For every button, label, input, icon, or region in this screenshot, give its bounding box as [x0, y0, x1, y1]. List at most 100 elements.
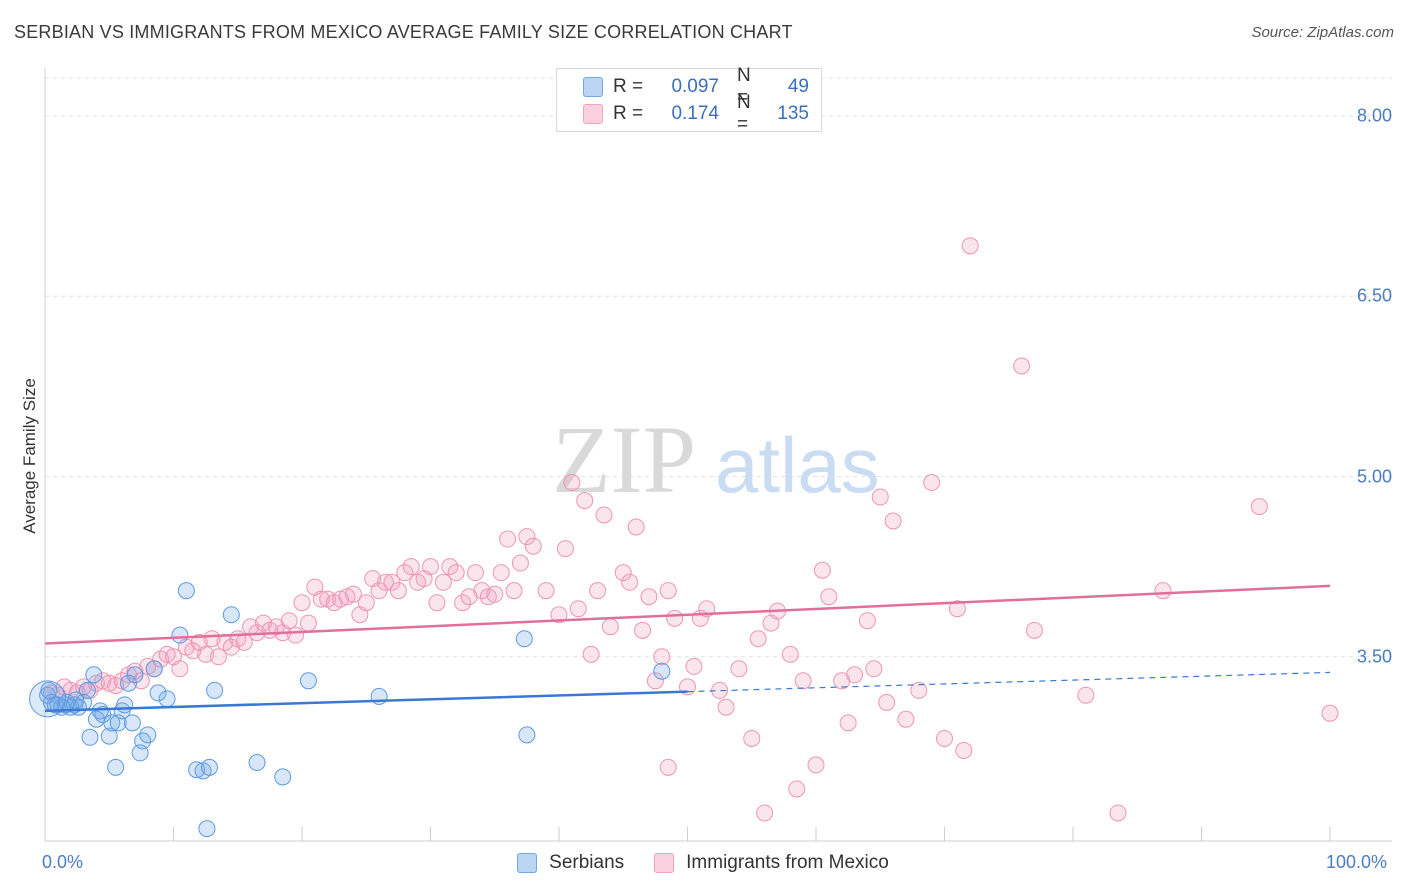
data-point [188, 761, 206, 779]
data-point [200, 758, 218, 776]
data-point [563, 474, 581, 492]
data-point [299, 672, 317, 690]
data-point [601, 618, 619, 636]
legend-row-serbians: R = 0.097 N = 49 [583, 65, 809, 108]
data-point [833, 672, 851, 690]
data-point [820, 588, 838, 606]
data-point [78, 681, 96, 699]
data-point [794, 672, 812, 690]
legend-n-label: N = [737, 65, 751, 108]
data-point [807, 756, 825, 774]
x-tick-max: 100.0% [1326, 852, 1388, 872]
data-point [293, 594, 311, 612]
data-point [865, 660, 883, 678]
watermark-zip: ZIP [552, 406, 696, 513]
data-point [434, 573, 452, 591]
data-point [441, 558, 459, 576]
data-point [280, 612, 298, 630]
data-point [299, 614, 317, 632]
data-point [788, 780, 806, 798]
data-point [145, 660, 163, 678]
data-point [184, 642, 202, 660]
y-tick-label: 5.00 [1356, 466, 1392, 487]
trend-line-serbians-extrapolated [687, 671, 1331, 693]
data-point [582, 645, 600, 663]
legend-r-label: R = [613, 103, 644, 124]
data-point [1109, 804, 1127, 822]
data-point [743, 729, 761, 747]
data-point [614, 564, 632, 582]
data-point [479, 588, 497, 606]
trend-line-mexico [44, 584, 1331, 645]
data-point [171, 626, 189, 644]
data-point [209, 648, 227, 666]
data-point [717, 698, 735, 716]
legend-row-mexico: R = 0.174 N = 135 [583, 92, 809, 135]
data-point [1077, 686, 1095, 704]
data-point [653, 648, 671, 666]
axes [44, 68, 1392, 842]
data-point [338, 588, 356, 606]
data-point [107, 758, 125, 776]
data-point [595, 506, 613, 524]
legend-swatch-serbians [583, 77, 603, 97]
series-swatch-mexico [654, 853, 675, 873]
data-point [646, 672, 664, 690]
data-point [123, 714, 141, 732]
data-point [839, 714, 857, 732]
data-point [1250, 498, 1268, 516]
series-label-serbians: Serbians [549, 852, 625, 873]
data-point [871, 488, 889, 506]
data-point [254, 614, 272, 632]
data-point [248, 754, 266, 772]
data-point [550, 606, 568, 624]
data-point [858, 612, 876, 630]
y-tick-label: 3.50 [1356, 646, 1392, 667]
y-tick-label: 8.00 [1356, 105, 1392, 126]
data-point [486, 585, 504, 603]
data-point [149, 684, 167, 702]
data-point [499, 530, 517, 548]
data-point [524, 537, 542, 555]
data-point [67, 691, 85, 709]
data-point [222, 638, 240, 656]
data-point [116, 696, 134, 714]
data-point [948, 600, 966, 618]
data-point [518, 726, 536, 744]
chart-title: SERBIAN VS IMMIGRANTS FROM MEXICO AVERAG… [14, 22, 793, 42]
data-point [1013, 357, 1031, 375]
data-point [884, 512, 902, 530]
data-point [396, 564, 414, 582]
series-legend-mexico[interactable]: Immigrants from Mexico [654, 852, 889, 874]
data-point [685, 657, 703, 675]
data-point [634, 621, 652, 639]
legend-r-value: 0.174 [671, 103, 719, 124]
data-point [85, 666, 103, 684]
legend-n-value: 49 [787, 76, 809, 97]
data-point [29, 680, 67, 718]
data-point [389, 582, 407, 600]
data-point [198, 820, 216, 838]
data-point [40, 681, 58, 699]
data-point [589, 582, 607, 600]
data-point [332, 590, 350, 608]
data-point [377, 573, 395, 591]
data-point [756, 804, 774, 822]
data-point [103, 714, 121, 732]
data-point [515, 630, 533, 648]
data-point [274, 768, 292, 786]
x-tick-min: 0.0% [42, 852, 84, 872]
series-legend-serbians[interactable]: Serbians [517, 852, 624, 874]
watermark-atlas: atlas [715, 421, 880, 509]
data-point [878, 693, 896, 711]
data-point [357, 594, 375, 612]
series-label-mexico: Immigrants from Mexico [686, 852, 889, 873]
data-point [492, 564, 510, 582]
data-point [402, 558, 420, 576]
data-point [312, 590, 330, 608]
legend-swatch-mexico [583, 104, 603, 124]
data-point [100, 674, 118, 692]
data-point [640, 588, 658, 606]
data-point [961, 237, 979, 255]
